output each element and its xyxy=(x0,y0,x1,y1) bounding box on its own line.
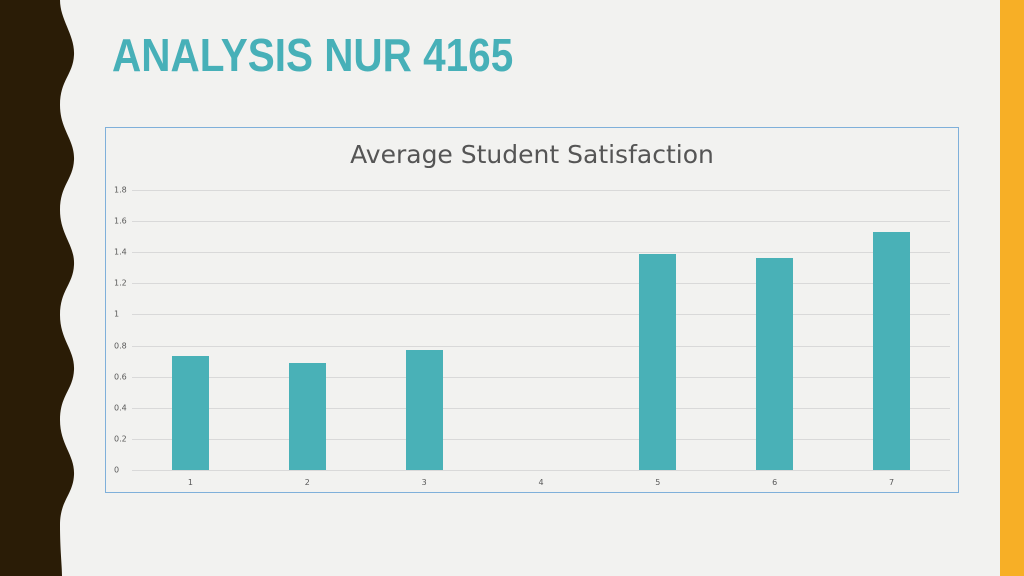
gridline xyxy=(132,252,950,254)
gridline xyxy=(132,438,950,440)
y-tick-label: 0.8 xyxy=(114,341,127,351)
wavy-left-border xyxy=(0,0,75,576)
gridline xyxy=(132,470,950,471)
y-tick-label: 1.2 xyxy=(114,278,127,288)
gridline xyxy=(132,407,950,409)
x-tick-label: 5 xyxy=(655,478,661,487)
bar-5 xyxy=(639,253,677,470)
y-tick-label: 0.4 xyxy=(114,403,127,413)
y-tick-label: 1 xyxy=(114,309,120,319)
gridline xyxy=(132,190,950,191)
y-tick-label: 1.6 xyxy=(114,216,127,226)
y-tick-label: 1.4 xyxy=(114,247,127,257)
bar-2 xyxy=(288,362,326,470)
x-tick-label: 1 xyxy=(187,478,193,487)
x-tick-label: 3 xyxy=(421,478,427,487)
chart-container: Average Student Satisfaction 0 0.2 0.4 0.6 0… xyxy=(105,127,959,493)
y-tick-label: 0.6 xyxy=(114,372,127,382)
x-tick-label: 4 xyxy=(538,478,544,487)
gridline xyxy=(132,283,950,285)
bar-1 xyxy=(171,356,209,470)
gridline xyxy=(132,221,950,223)
y-tick-label: 0.2 xyxy=(114,434,127,444)
bar-6 xyxy=(756,258,794,470)
slide-title: ANALYSIS NUR 4165 xyxy=(112,29,514,81)
plot-area: 0 0.2 0.4 0.6 0.8 1 1.2 1.4 1.6 1.8 1 2 3 4 5 6 7 xyxy=(114,186,950,487)
y-tick-label: 1.8 xyxy=(114,185,127,195)
y-tick-label: 0 xyxy=(114,465,120,475)
gridline xyxy=(132,345,950,347)
x-tick-label: 2 xyxy=(304,478,310,487)
chart-title: Average Student Satisfaction xyxy=(350,140,714,169)
x-tick-label: 7 xyxy=(889,478,895,487)
gridline xyxy=(132,376,950,378)
bar-7 xyxy=(873,232,911,470)
x-tick-label: 6 xyxy=(772,478,778,487)
gridline xyxy=(132,314,950,316)
right-accent-band xyxy=(1000,0,1024,576)
bar-3 xyxy=(405,350,443,470)
